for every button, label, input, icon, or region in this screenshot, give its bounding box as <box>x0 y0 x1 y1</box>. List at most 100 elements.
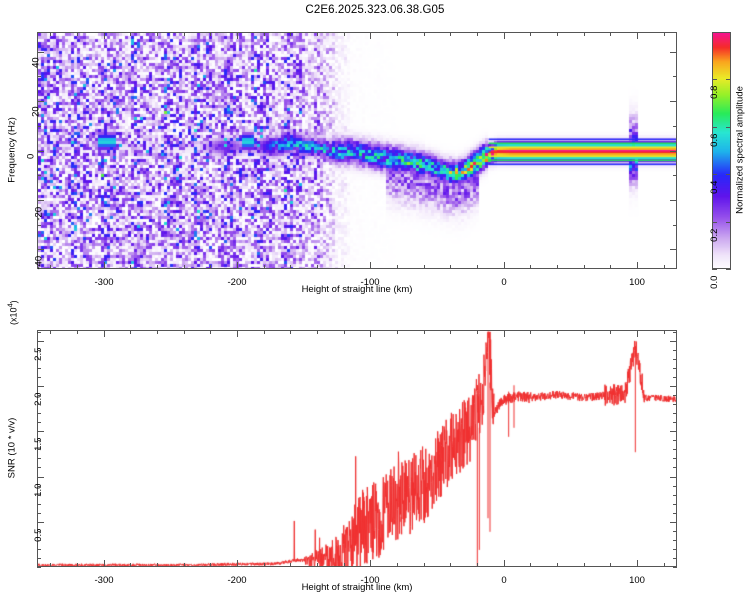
axis-tick <box>290 32 291 36</box>
colorbar-tick <box>726 269 731 271</box>
x-tick-label: 100 <box>629 575 645 586</box>
axis-tick <box>344 330 345 334</box>
spectrogram-x-axis-label: Height of straight line (km) <box>301 284 413 295</box>
axis-tick <box>157 32 158 36</box>
axis-tick <box>504 32 506 39</box>
axis-tick <box>37 386 44 388</box>
axis-tick <box>530 32 531 36</box>
colorbar-tick <box>712 269 717 271</box>
axis-tick <box>664 265 665 269</box>
axis-tick <box>557 563 558 567</box>
axis-tick <box>670 341 677 343</box>
axis-tick <box>504 560 506 567</box>
colorbar-tick <box>726 79 731 81</box>
axis-tick <box>77 330 78 334</box>
axis-tick <box>77 265 78 269</box>
axis-tick <box>237 262 239 269</box>
axis-tick <box>670 522 677 524</box>
axis-tick <box>664 330 665 334</box>
colorbar-tick-label: 0.0 <box>709 275 721 289</box>
colorbar-label: Normalized spectral amplitude <box>734 86 746 214</box>
axis-tick <box>264 32 265 36</box>
axis-tick <box>37 549 41 550</box>
axis-tick <box>37 200 44 202</box>
axis-tick <box>397 32 398 36</box>
y-tick-label: -20 <box>33 206 45 221</box>
axis-tick <box>477 32 478 36</box>
axis-tick <box>584 330 585 334</box>
x-tick-label: -200 <box>227 575 247 586</box>
colorbar-tick-label: 0.4 <box>709 180 721 194</box>
colorbar-tick-label: 0.8 <box>709 85 721 99</box>
axis-tick <box>344 265 345 269</box>
axis-tick <box>670 151 677 153</box>
axis-tick <box>670 386 677 388</box>
axis-tick <box>424 330 425 334</box>
colorbar-tick-label: 0.2 <box>709 228 721 242</box>
axis-tick <box>450 32 451 36</box>
axis-tick <box>557 330 558 334</box>
axis-tick <box>264 265 265 269</box>
axis-tick <box>344 563 345 567</box>
axis-tick <box>673 422 677 423</box>
axis-tick <box>673 504 677 505</box>
axis-tick <box>37 422 41 423</box>
axis-tick <box>37 449 41 450</box>
colorbar-gradient <box>713 33 730 268</box>
axis-tick <box>673 413 677 414</box>
axis-tick <box>670 431 677 433</box>
colorbar-tick <box>726 127 731 129</box>
colorbar-tick <box>712 79 717 81</box>
axis-tick <box>50 32 51 36</box>
axis-tick <box>370 560 372 567</box>
axis-tick <box>673 486 677 487</box>
axis-tick <box>637 560 639 567</box>
axis-tick <box>673 549 677 550</box>
axis-tick <box>37 413 41 414</box>
snr-exp-open: (x10 <box>8 307 19 325</box>
axis-tick <box>424 32 425 36</box>
axis-tick <box>37 486 41 487</box>
axis-tick <box>37 395 41 396</box>
axis-tick <box>37 404 41 405</box>
axis-tick <box>317 265 318 269</box>
snr-y-exponent-label: (x104) <box>6 300 19 325</box>
axis-tick <box>673 467 677 468</box>
axis-tick <box>157 265 158 269</box>
axis-tick <box>37 126 41 127</box>
axis-tick <box>610 563 611 567</box>
axis-tick <box>397 563 398 567</box>
y-tick-label: 20 <box>30 106 42 117</box>
y-tick-label: 40 <box>30 57 42 68</box>
axis-tick <box>673 449 677 450</box>
axis-tick <box>50 265 51 269</box>
axis-tick <box>610 265 611 269</box>
axis-tick <box>477 265 478 269</box>
axis-tick <box>530 265 531 269</box>
axis-tick <box>157 563 158 567</box>
axis-tick <box>104 330 106 337</box>
axis-tick <box>557 32 558 36</box>
snr-panel <box>37 330 677 567</box>
axis-tick <box>637 330 639 337</box>
axis-tick <box>370 330 372 337</box>
axis-tick <box>673 540 677 541</box>
axis-tick <box>504 262 506 269</box>
axis-tick <box>37 513 41 514</box>
axis-tick <box>637 262 639 269</box>
axis-tick <box>37 440 41 441</box>
spectrogram-panel <box>37 32 677 269</box>
axis-tick <box>450 330 451 334</box>
x-tick-label: -100 <box>360 277 380 288</box>
axis-tick <box>584 32 585 36</box>
axis-tick <box>673 332 677 333</box>
axis-tick <box>37 431 44 433</box>
axis-tick <box>584 563 585 567</box>
axis-tick <box>210 563 211 567</box>
axis-tick <box>37 52 44 54</box>
axis-tick <box>530 330 531 334</box>
axis-tick <box>104 262 106 269</box>
axis-tick <box>77 563 78 567</box>
axis-tick <box>37 332 41 333</box>
colorbar-tick <box>726 222 731 224</box>
